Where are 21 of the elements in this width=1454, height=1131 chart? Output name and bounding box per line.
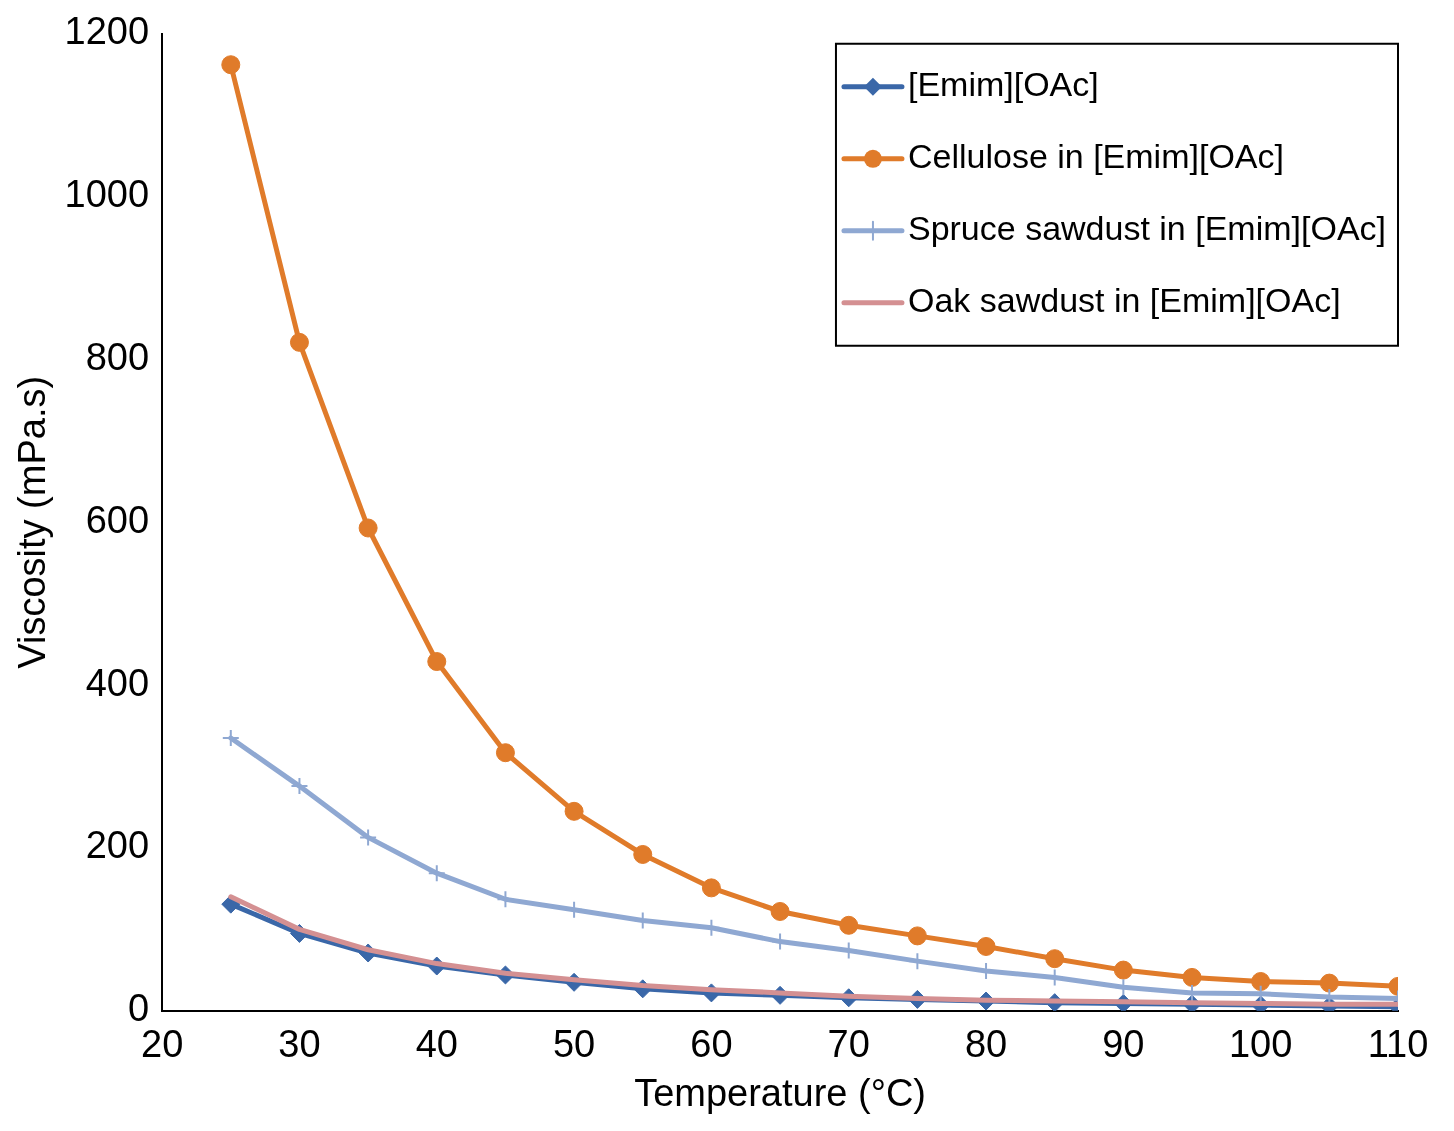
x-tick-label: 90 [1102,1023,1145,1066]
y-tick-label: 400 [85,661,150,704]
x-tick-label: 80 [964,1023,1008,1066]
legend-label: Spruce sawdust in [Emim][OAc] [907,209,1386,248]
x-tick-label: 30 [278,1023,321,1066]
x-tick-label: 50 [552,1023,596,1066]
y-tick-label: 200 [85,824,150,867]
legend-label: Cellulose in [Emim][OAc] [907,137,1284,176]
x-tick-label: 70 [827,1023,870,1066]
x-tick-label: 60 [690,1023,733,1066]
y-axis-title: Viscosity (mPa.s) [11,375,54,669]
y-tick-label: 600 [85,498,150,541]
x-tick-label: 110 [1367,1023,1429,1066]
y-tick-label: 1200 [64,10,150,53]
x-tick-label: 100 [1228,1023,1293,1066]
y-tick-label: 800 [85,335,150,378]
y-tick-label: 1000 [64,173,150,216]
x-tick-label: 40 [415,1023,458,1066]
x-axis-title: Temperature (°C) [634,1071,926,1114]
legend-label: [Emim][OAc] [907,65,1099,104]
legend-label: Oak sawdust in [Emim][OAc] [907,281,1341,320]
